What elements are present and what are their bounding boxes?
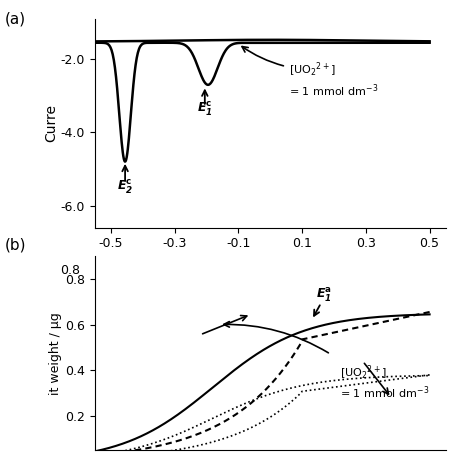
X-axis label: Potential / V (vs. Ag/AgCl): Potential / V (vs. Ag/AgCl) xyxy=(181,256,359,270)
Text: $[\mathrm{UO_2}^{2+}]$
= 1 mmol dm$^{-3}$: $[\mathrm{UO_2}^{2+}]$ = 1 mmol dm$^{-3}… xyxy=(289,61,379,99)
Y-axis label: it weight / µg: it weight / µg xyxy=(49,312,62,394)
Text: (a): (a) xyxy=(5,12,26,27)
Y-axis label: Curre: Curre xyxy=(44,104,58,142)
Text: $\bfit{E}^\mathbf{c}_{2}$: $\bfit{E}^\mathbf{c}_{2}$ xyxy=(117,178,133,196)
Text: (b): (b) xyxy=(5,237,26,252)
Text: $\bfit{E}^\mathbf{a}_{1}$: $\bfit{E}^\mathbf{a}_{1}$ xyxy=(317,286,332,304)
Text: $\bfit{E}^\mathbf{c}_{1}$: $\bfit{E}^\mathbf{c}_{1}$ xyxy=(197,100,213,118)
Text: $[\mathrm{UO_2}^{2+}]$
= 1 mmol dm$^{-3}$: $[\mathrm{UO_2}^{2+}]$ = 1 mmol dm$^{-3}… xyxy=(340,364,430,401)
Text: 0.8: 0.8 xyxy=(61,264,81,277)
